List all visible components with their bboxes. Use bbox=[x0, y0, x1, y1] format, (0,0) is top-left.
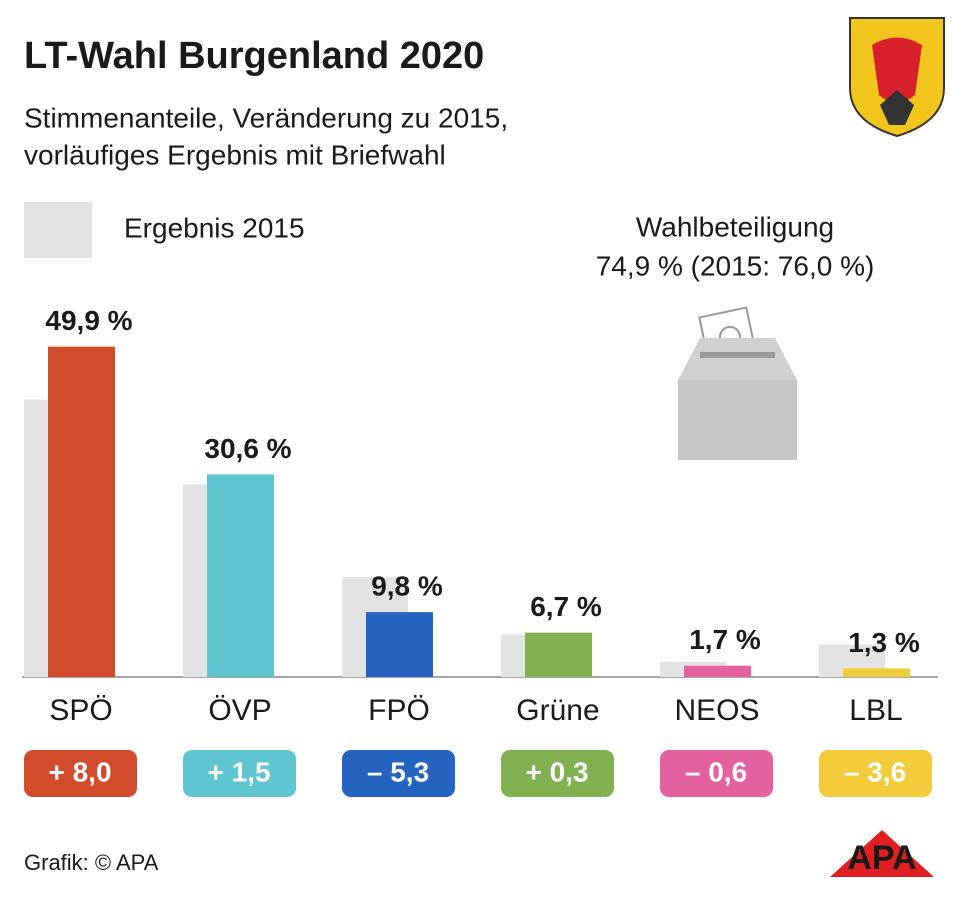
logo-mark bbox=[830, 830, 934, 877]
x-tick-label: Grüne bbox=[516, 694, 599, 727]
coat-of-arms bbox=[849, 17, 945, 138]
source: Grafik: © APA bbox=[24, 850, 159, 875]
legend-swatch bbox=[24, 202, 92, 258]
value-label: 1,7 % bbox=[689, 624, 761, 655]
subtitle: vorläufiges Ergebnis mit Briefwahl bbox=[24, 139, 446, 170]
x-tick-label: NEOS bbox=[674, 694, 759, 727]
value-label: 6,7 % bbox=[530, 591, 602, 622]
x-tick-label: FPÖ bbox=[368, 694, 430, 727]
change-label: + 8,0 bbox=[48, 756, 111, 787]
change-box bbox=[660, 750, 773, 797]
ballot-box-icon bbox=[678, 306, 797, 460]
logo: APA bbox=[847, 839, 916, 877]
chart-title: LT-Wahl Burgenland 2020 bbox=[24, 35, 484, 77]
change-label: + 1,5 bbox=[207, 756, 270, 787]
value-label: 9,8 % bbox=[371, 571, 443, 602]
change-box bbox=[342, 750, 455, 797]
value-label: 1,3 % bbox=[848, 627, 920, 658]
x-tick-label: SPÖ bbox=[49, 694, 112, 727]
change-label: – 5,3 bbox=[367, 756, 429, 787]
turnout-label: Wahlbeteiligung bbox=[636, 211, 834, 242]
bar bbox=[366, 612, 433, 677]
change-label: – 3,6 bbox=[844, 756, 906, 787]
bar bbox=[684, 665, 751, 677]
bar bbox=[843, 668, 910, 677]
change-box bbox=[183, 750, 296, 797]
change-box bbox=[819, 750, 932, 797]
subtitle: Stimmenanteile, Veränderung zu 2015, bbox=[24, 102, 508, 133]
change-label: – 0,6 bbox=[685, 756, 747, 787]
bar bbox=[48, 346, 115, 677]
x-tick-label: LBL bbox=[849, 694, 902, 727]
bar bbox=[207, 474, 274, 677]
turnout-value: 74,9 % (2015: 76,0 %) bbox=[596, 250, 875, 281]
change-box bbox=[24, 750, 137, 797]
legend-label: Ergebnis 2015 bbox=[124, 212, 305, 243]
change-box bbox=[501, 750, 614, 797]
x-tick-label: ÖVP bbox=[208, 694, 271, 727]
value-label: 30,6 % bbox=[204, 433, 291, 464]
bar bbox=[525, 632, 592, 677]
change-label: + 0,3 bbox=[525, 756, 588, 787]
value-label: 49,9 % bbox=[45, 305, 132, 336]
